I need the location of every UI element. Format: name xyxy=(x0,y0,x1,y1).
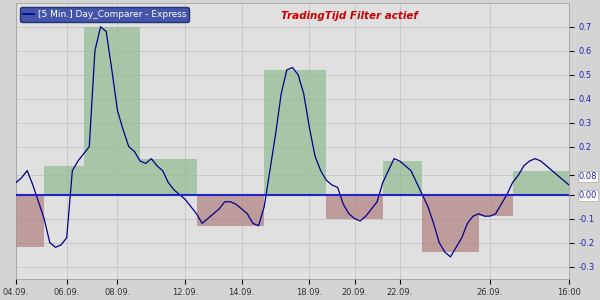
Bar xyxy=(512,171,569,195)
Text: TradingTijd Filter actief: TradingTijd Filter actief xyxy=(281,11,418,21)
Bar xyxy=(44,166,83,195)
Bar xyxy=(326,195,383,219)
Bar xyxy=(264,70,326,195)
Bar xyxy=(197,195,264,226)
Bar xyxy=(383,161,422,195)
Legend: [5 Min.] Day_Comparer - Express: [5 Min.] Day_Comparer - Express xyxy=(20,7,189,22)
Bar xyxy=(479,195,512,216)
Bar xyxy=(83,27,140,195)
Bar xyxy=(140,159,197,195)
Bar xyxy=(422,195,479,252)
Bar xyxy=(16,195,44,247)
